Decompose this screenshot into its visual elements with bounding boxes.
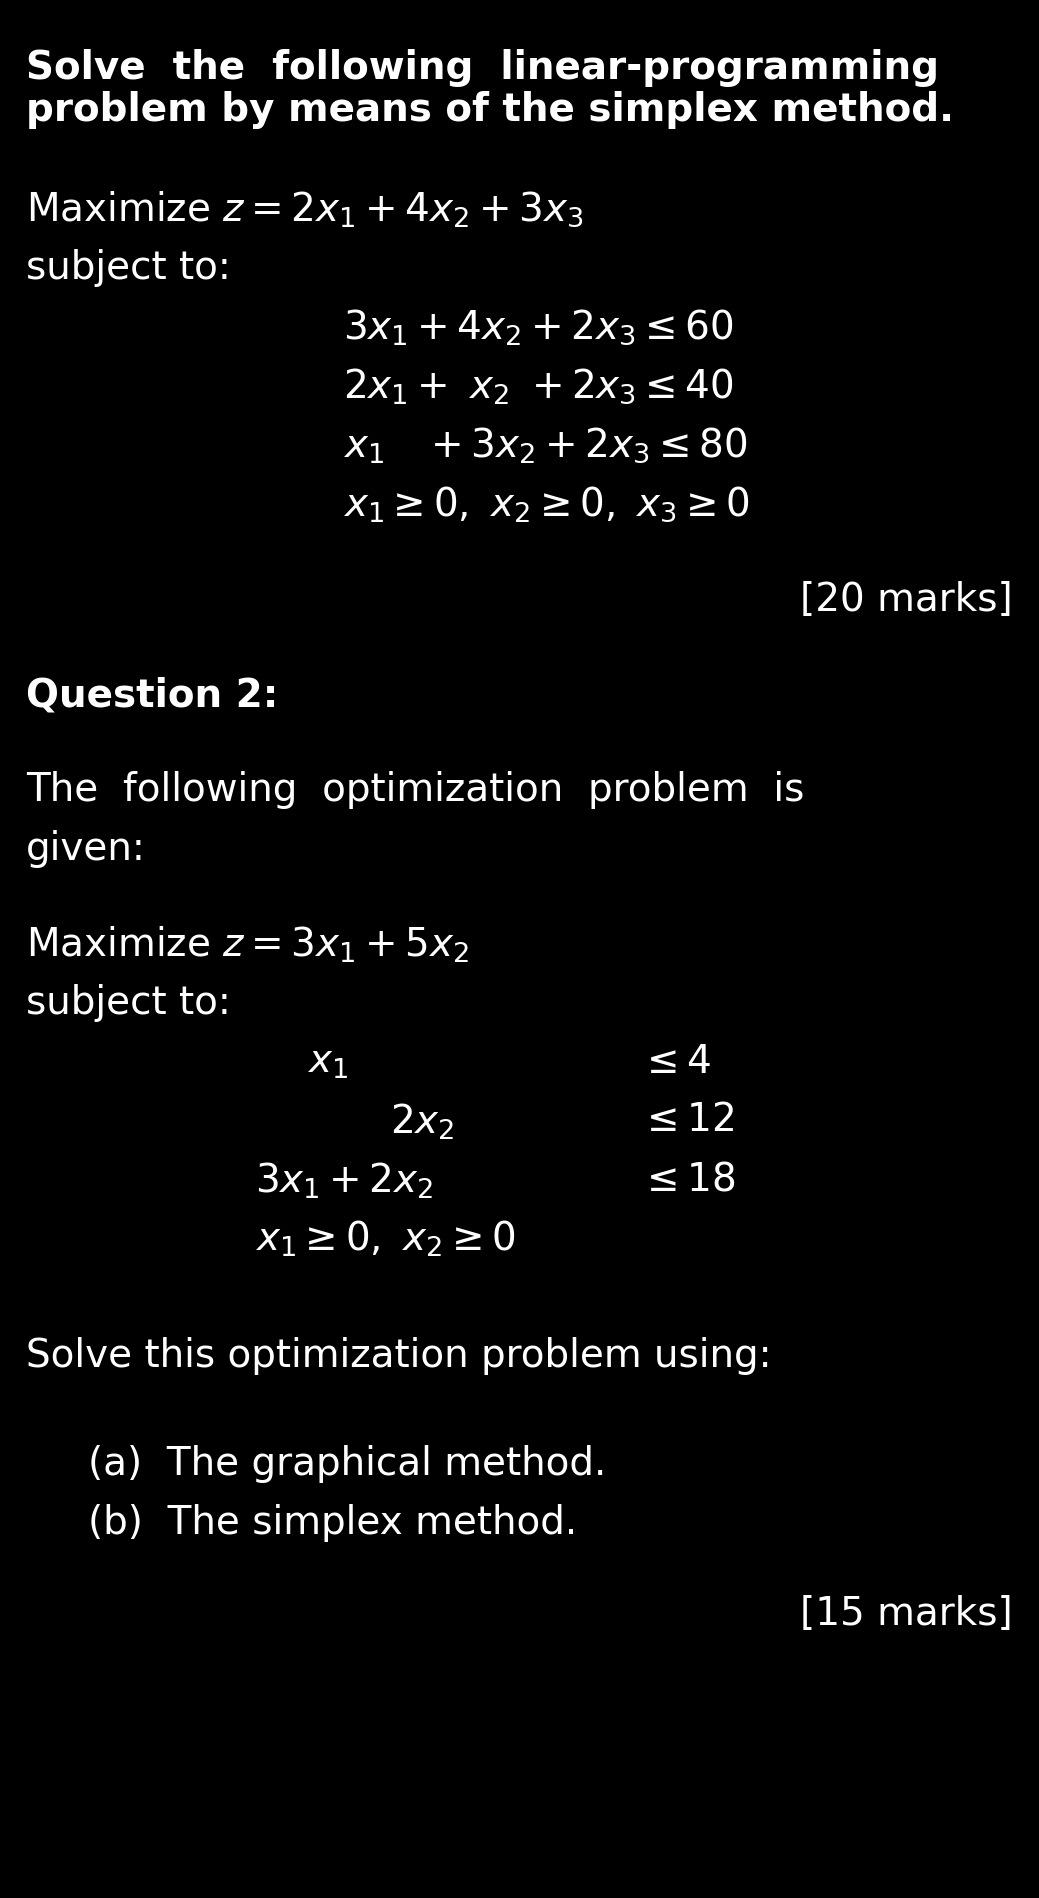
Text: subject to:: subject to:	[26, 249, 231, 287]
Text: $x_1 \geq 0,\ x_2 \geq 0,\ x_3 \geq 0$: $x_1 \geq 0,\ x_2 \geq 0,\ x_3 \geq 0$	[343, 484, 750, 524]
Text: $3x_1 + 2x_2$: $3x_1 + 2x_2$	[255, 1160, 432, 1200]
Text: $\leq 12$: $\leq 12$	[639, 1101, 735, 1139]
Text: Question 2:: Question 2:	[26, 676, 278, 714]
Text: Solve  the  following  linear-programming: Solve the following linear-programming	[26, 49, 939, 87]
Text: $x_1$: $x_1$	[307, 1042, 347, 1080]
Text: $x_1 \geq 0,\ x_2 \geq 0$: $x_1 \geq 0,\ x_2 \geq 0$	[255, 1219, 515, 1258]
Text: [20 marks]: [20 marks]	[800, 581, 1013, 619]
Text: $2x_2$: $2x_2$	[390, 1101, 454, 1141]
Text: Maximize $z = 3x_1 + 5x_2$: Maximize $z = 3x_1 + 5x_2$	[26, 924, 469, 964]
Text: $\leq 18$: $\leq 18$	[639, 1160, 736, 1198]
Text: Maximize $z = 2x_1 + 4x_2 + 3x_3$: Maximize $z = 2x_1 + 4x_2 + 3x_3$	[26, 190, 583, 230]
Text: $2x_1 +\ x_2\ + 2x_3 \leq 40$: $2x_1 +\ x_2\ + 2x_3 \leq 40$	[343, 366, 734, 406]
Text: problem by means of the simplex method.: problem by means of the simplex method.	[26, 91, 954, 129]
Text: $\leq 4$: $\leq 4$	[639, 1042, 712, 1080]
Text: $x_1\quad + 3x_2 + 2x_3 \leq 80$: $x_1\quad + 3x_2 + 2x_3 \leq 80$	[343, 425, 747, 465]
Text: [15 marks]: [15 marks]	[800, 1594, 1013, 1632]
Text: (a)  The graphical method.: (a) The graphical method.	[88, 1444, 607, 1482]
Text: $3x_1 + 4x_2 + 2x_3 \leq 60$: $3x_1 + 4x_2 + 2x_3 \leq 60$	[343, 307, 734, 347]
Text: given:: given:	[26, 829, 145, 867]
Text: The  following  optimization  problem  is: The following optimization problem is	[26, 771, 804, 809]
Text: (b)  The simplex method.: (b) The simplex method.	[88, 1503, 578, 1541]
Text: Solve this optimization problem using:: Solve this optimization problem using:	[26, 1336, 772, 1374]
Text: subject to:: subject to:	[26, 983, 231, 1021]
